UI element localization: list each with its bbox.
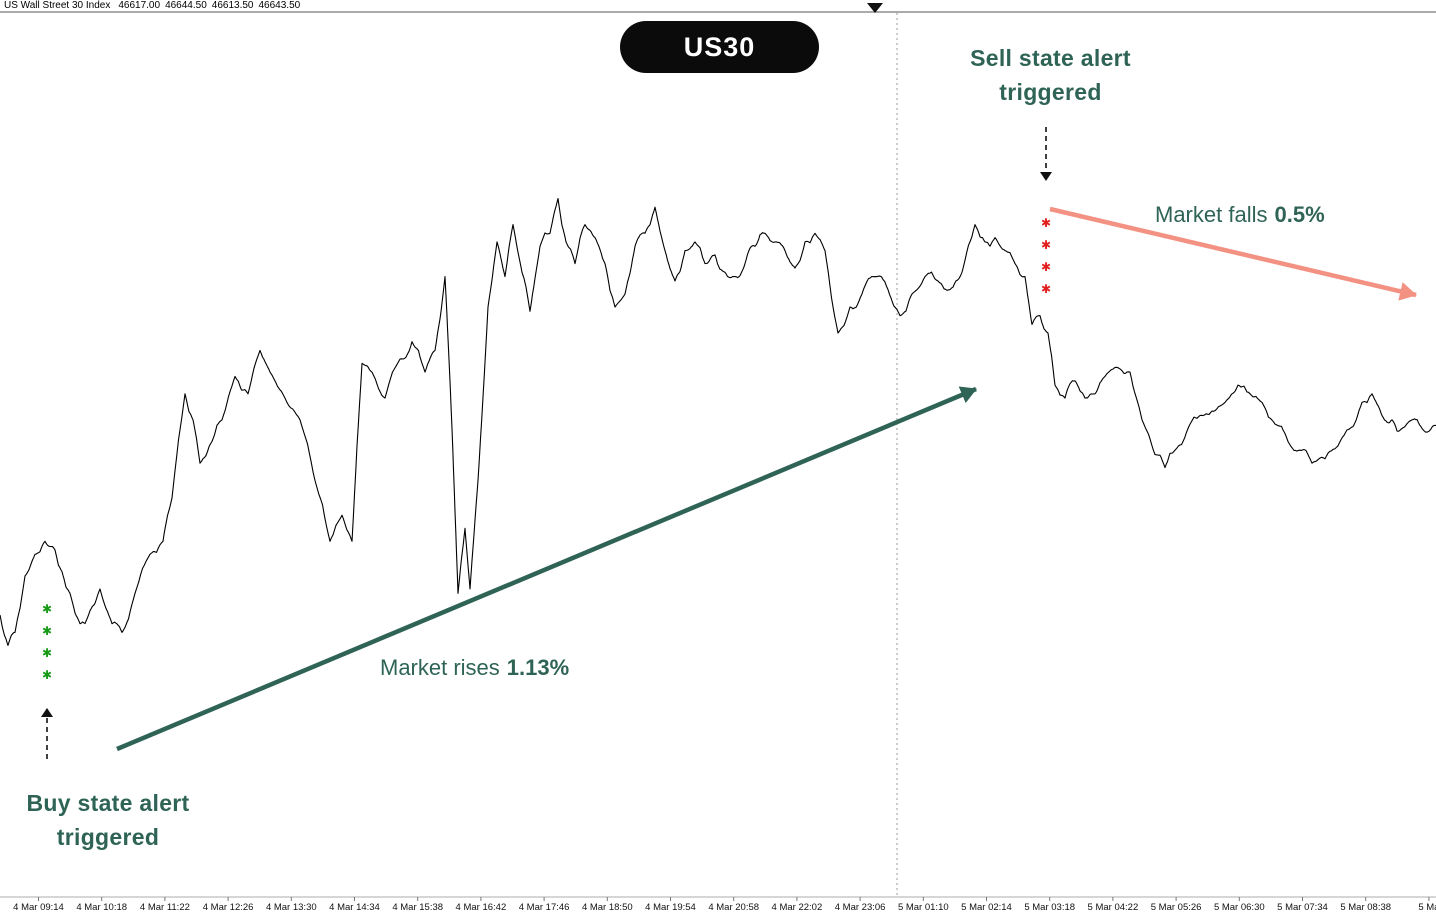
instrument-name: US Wall Street 30 Index: [4, 0, 111, 11]
signal-asterisk-icon: ✱: [41, 624, 53, 638]
x-axis-label: 4 Mar 12:26: [203, 902, 254, 913]
x-axis-label: 5 Mar 07:34: [1277, 902, 1328, 913]
signal-asterisk-icon: ✱: [1040, 216, 1052, 230]
x-axis-label: 4 Mar 18:50: [582, 902, 633, 913]
x-axis-label: 4 Mar 19:54: [645, 902, 696, 913]
market-fall-text: Market falls: [1155, 202, 1268, 227]
x-axis-label: 5 Mar 05:26: [1151, 902, 1202, 913]
x-axis-label: 5 Mar 01:10: [898, 902, 949, 913]
x-axis-label: 4 Mar 10:18: [76, 902, 127, 913]
x-axis-label: 5 Ma: [1418, 902, 1436, 913]
signal-asterisk-icon: ✱: [41, 646, 53, 660]
x-axis-label: 4 Mar 20:58: [708, 902, 759, 913]
x-axis-label: 4 Mar 22:02: [772, 902, 823, 913]
x-axis-label: 5 Mar 03:18: [1024, 902, 1075, 913]
rise-trend-arrow: [116, 386, 977, 752]
signal-asterisk-icon: ✱: [1040, 238, 1052, 252]
x-axis-label: 4 Mar 11:22: [140, 902, 190, 913]
x-axis-label: 4 Mar 09:14: [13, 902, 64, 913]
quote-open: 46617.00: [118, 0, 161, 11]
market-rise-text: Market rises: [380, 655, 500, 680]
sell-alert-line2: triggered: [999, 79, 1102, 105]
buy-alert-label: Buy state alert triggered: [2, 786, 214, 854]
x-axis-label: 5 Mar 04:22: [1088, 902, 1139, 913]
signal-asterisk-icon: ✱: [41, 668, 53, 682]
x-axis-label: 4 Mar 14:34: [329, 902, 380, 913]
market-rise-note: Market rises 1.13%: [380, 655, 569, 681]
market-rise-value: 1.13%: [506, 655, 570, 680]
sell-alert-label: Sell state alert triggered: [933, 41, 1168, 109]
signal-asterisk-icon: ✱: [1040, 260, 1052, 274]
sell-alert-line1: Sell state alert: [970, 45, 1131, 71]
market-fall-note: Market falls 0.5%: [1155, 202, 1325, 228]
x-axis-label: 4 Mar 16:42: [456, 902, 507, 913]
x-axis: 4 Mar 09:14 4 Mar 10:18 4 Mar 11:22 4 Mar 1…: [13, 897, 1436, 913]
symbol-badge: US30: [620, 21, 819, 73]
time-marker-icon: [867, 3, 883, 13]
signal-asterisk-icon: ✱: [1040, 282, 1052, 296]
x-axis-label: 4 Mar 23:06: [835, 902, 886, 913]
market-fall-value: 0.5%: [1274, 202, 1325, 227]
x-axis-label: 5 Mar 08:38: [1340, 902, 1391, 913]
x-axis-label: 5 Mar 02:14: [961, 902, 1012, 913]
buy-alert-line2: triggered: [56, 824, 160, 850]
signal-asterisk-icon: ✱: [41, 602, 53, 616]
quote-close: 46643.50: [258, 0, 301, 11]
buy-alert-line1: Buy state alert: [26, 790, 190, 816]
x-axis-label: 5 Mar 06:30: [1214, 902, 1265, 913]
x-axis-label: 4 Mar 17:46: [519, 902, 570, 913]
x-axis-label: 4 Mar 13:30: [266, 902, 317, 913]
instrument-header: US Wall Street 30 Index 46617.00 46644.5…: [4, 0, 305, 12]
buy-signal-asterisks: ✱ ✱ ✱ ✱: [38, 598, 56, 686]
quote-high: 46644.50: [165, 0, 207, 11]
price-line-series: [0, 197, 1436, 646]
fall-trend-arrow: [1049, 206, 1417, 301]
quote-low: 46613.50: [211, 0, 254, 11]
x-axis-label: 4 Mar 15:38: [392, 902, 443, 913]
sell-signal-asterisks: ✱ ✱ ✱ ✱: [1037, 212, 1055, 300]
